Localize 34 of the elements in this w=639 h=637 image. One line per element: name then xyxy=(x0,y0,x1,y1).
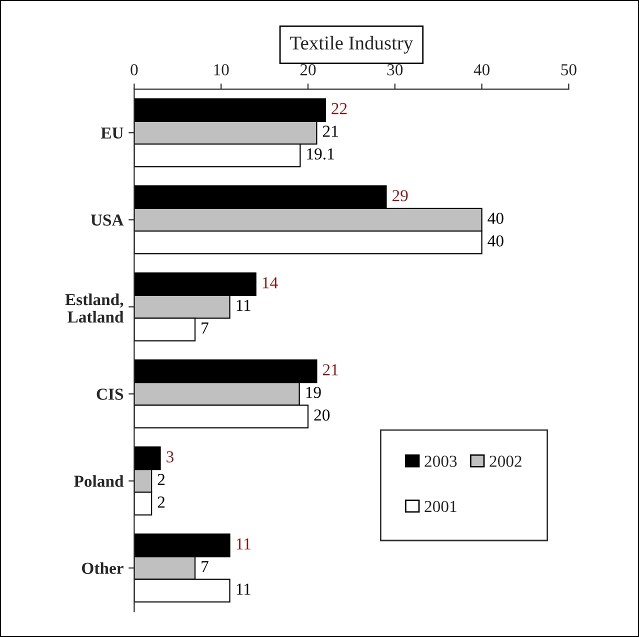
x-tick-label: 0 xyxy=(130,64,138,76)
data-label: 19.1 xyxy=(307,148,334,160)
legend-label: 2003 xyxy=(424,456,457,467)
data-label: 14 xyxy=(262,277,278,288)
data-label: 22 xyxy=(332,103,347,114)
data-label: 3 xyxy=(166,451,174,462)
data-label: 29 xyxy=(392,190,408,202)
data-label: 21 xyxy=(322,364,338,376)
data-label: 19 xyxy=(306,386,321,398)
data-label: 7 xyxy=(202,322,208,334)
y-tick-label: CIS xyxy=(96,388,124,400)
data-label: 11 xyxy=(236,584,250,595)
x-tick-label: 30 xyxy=(387,64,403,76)
data-label: 2 xyxy=(158,474,165,485)
y-tick-label: USA xyxy=(90,214,124,226)
y-tick-label: Estland, Latland xyxy=(65,293,124,323)
data-label: 21 xyxy=(322,126,338,137)
chart-title: Textile Industry xyxy=(290,36,414,54)
data-label: 40 xyxy=(488,235,504,247)
data-label: 11 xyxy=(236,538,250,550)
data-label: 11 xyxy=(236,300,250,311)
data-label: 2 xyxy=(158,496,165,508)
data-label: 40 xyxy=(488,212,504,224)
legend-label: 2001 xyxy=(424,500,456,512)
x-tick-label: 20 xyxy=(300,64,316,76)
y-tick-label: Poland xyxy=(74,475,124,487)
y-tick-label: EU xyxy=(100,128,124,139)
x-tick-label: 10 xyxy=(214,64,229,76)
x-tick-label: 50 xyxy=(561,64,576,76)
data-label: 20 xyxy=(314,409,330,421)
legend-label: 2002 xyxy=(490,456,522,467)
x-tick-label: 40 xyxy=(474,64,490,76)
data-label: 7 xyxy=(202,561,208,572)
y-tick-label: Other xyxy=(82,562,124,574)
